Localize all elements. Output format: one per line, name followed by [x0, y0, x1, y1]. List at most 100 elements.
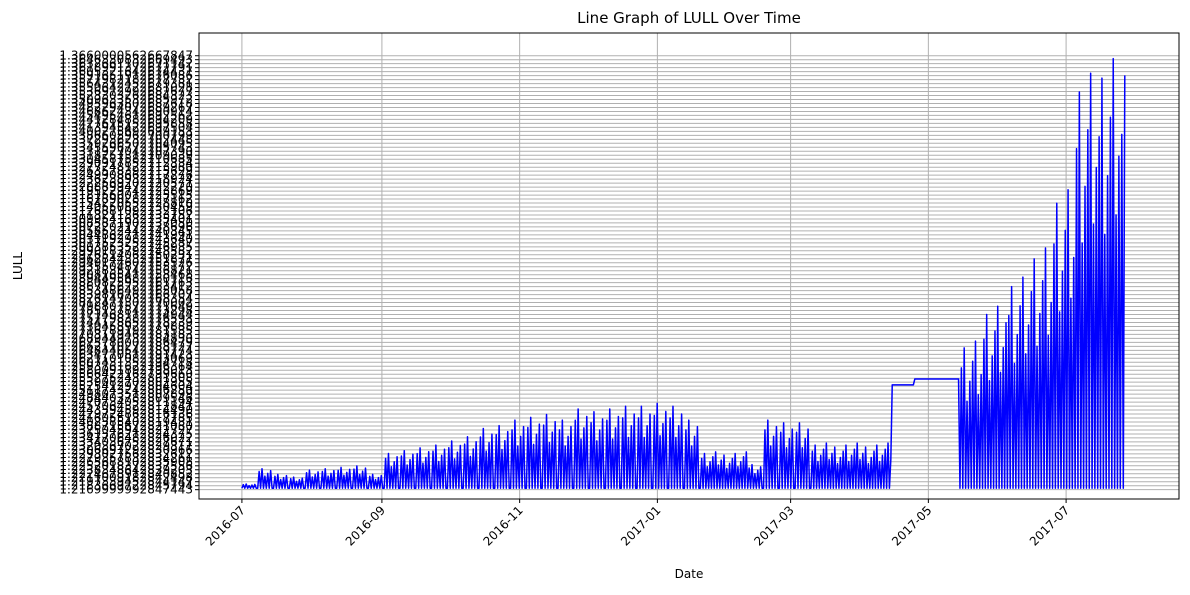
y-tick-label: 1.2197339452844147 [59, 475, 193, 489]
y-tick-label: 1.3536972992682677 [59, 85, 193, 99]
y-tick-label: 1.2839816762766707 [59, 288, 193, 302]
y-tick-label: 1.2265688102835908 [59, 455, 193, 469]
series-line [241, 57, 1126, 489]
y-tick-label: 1.2826147032768354 [59, 292, 193, 306]
y-tick-label: 1.2252018372837556 [59, 459, 193, 473]
y-tick-label: 1.2224678912840852 [59, 467, 193, 481]
y-tick-label: 1.3044862712741991 [59, 228, 193, 242]
x-tick-label: 2017-01 [618, 503, 663, 548]
y-tick-label: 1.3523303262684323 [59, 89, 193, 103]
y-tick-label: 1.3277248122713980 [59, 160, 193, 174]
y-tick-label: 1.3632661102671142 [59, 57, 193, 71]
y-tick-label: 1.2757798382776593 [59, 311, 193, 325]
y-tick-label: 1.3099541632735401 [59, 212, 193, 226]
y-tick-label: 1.3222569202720571 [59, 176, 193, 190]
plot-area [241, 57, 1126, 489]
y-tick-label: 1.2976514062750231 [59, 248, 193, 262]
y-tick-label: 1.3072202172738696 [59, 220, 193, 234]
y-tick-label: 1.2484403782809546 [59, 391, 193, 405]
y-tick-label: 1.2443394592814490 [59, 403, 193, 417]
y-tick-label: 1.3468624342690914 [59, 104, 193, 118]
y-tick-label: 1.3304587582710685 [59, 152, 193, 166]
y-tick-label: 1.2798807572771649 [59, 300, 193, 314]
y-tick-label: 1.3126881092732106 [59, 204, 193, 218]
y-tick-label: 1.2812477302770002 [59, 296, 193, 310]
y-tick-label: 1.2634770812791423 [59, 347, 193, 361]
y-tick-label: 1.3236238932718924 [59, 172, 193, 186]
y-tick-label: 1.2511743242806250 [59, 383, 193, 397]
y-tick-label: 1.3359266502704095 [59, 136, 193, 150]
y-tick-label: 1.2593761622796364 [59, 359, 193, 373]
y-tick-label: 1.2470734052811194 [59, 395, 193, 409]
y-tick-label: 1.3605321642674437 [59, 65, 193, 79]
y-tick-label: 1.2169999992847443 [59, 483, 193, 497]
y-tick-label: 1.3646330832669493 [59, 53, 193, 67]
y-tick-label: 1.3345596772705743 [59, 140, 193, 154]
y-tick-label: 1.2539082702802955 [59, 375, 193, 389]
y-tick-label: 1.2949174602753526 [59, 256, 193, 270]
y-tick-label: 1.2525412972804604 [59, 379, 193, 393]
y-tick-label: 1.3550642722681028 [59, 81, 193, 95]
y-tick-label: 1.2853486492765058 [59, 284, 193, 298]
y-tick-label: 1.2867156222763412 [59, 280, 193, 294]
y-tick-label: 1.2457064322812841 [59, 399, 193, 413]
y-axis-label: LULL [11, 252, 25, 281]
y-tick-label: 1.2675780002786479 [59, 335, 193, 349]
y-tick-label: 1.2648440542789774 [59, 343, 193, 357]
y-tick-label: 1.3031192982743640 [59, 232, 193, 246]
y-tick-label: 1.3167890282727162 [59, 192, 193, 206]
y-tick-label: 1.3564312452679381 [59, 77, 193, 91]
y-tick-label: 1.2211009182842498 [59, 471, 193, 485]
y-tick-label: 1.3290917852712334 [59, 156, 193, 170]
y-tick-label: 1.2375045942822727 [59, 423, 193, 437]
y-tick-label: 1.3660000562667847 [59, 49, 193, 63]
y-tick-label: 1.2703119462783183 [59, 327, 193, 341]
x-tick-label: 2017-07 [1027, 503, 1072, 548]
y-tick-label: 1.3017523252745287 [59, 236, 193, 250]
y-tick-label: 1.2498073512807899 [59, 387, 193, 401]
y-tick-label: 1.3249908662717276 [59, 168, 193, 182]
x-axis-label: Date [675, 567, 704, 581]
y-tick-label: 1.3413945422697504 [59, 120, 193, 134]
x-tick-label: 2017-05 [889, 503, 934, 548]
y-tick-label: 1.2785137842773298 [59, 304, 193, 318]
y-tick-label: 1.3400275692699153 [59, 124, 193, 138]
y-tick-label: 1.3154220552728810 [59, 196, 193, 210]
y-tick-label: 1.2279357832834261 [59, 451, 193, 465]
chart-title: Line Graph of LULL Over Time [577, 9, 801, 27]
y-tick-label: 1.3263578392715629 [59, 164, 193, 178]
y-tick-label: 1.2552752432801308 [59, 371, 193, 385]
y-tick-label: 1.2662110272788127 [59, 339, 193, 353]
y-tick-label: 1.2293027562832612 [59, 447, 193, 461]
y-axis-ticks: 1.21699999928474431.21836697228457941.21… [59, 49, 199, 497]
x-axis-ticks: 2016-07 2016-09 2016-11 2017-01 2017-03 2017-… [203, 499, 1072, 549]
y-tick-label: 1.2238348642839203 [59, 463, 193, 477]
x-tick-label: 2016-09 [343, 503, 388, 548]
y-tick-label: 1.2880825952761763 [59, 276, 193, 290]
y-tick-label: 1.2607431352794718 [59, 355, 193, 369]
y-tick-label: 1.2716789192781535 [59, 323, 193, 337]
y-tick-label: 1.2580091892798013 [59, 363, 193, 377]
y-tick-label: 1.2621101082793069 [59, 351, 193, 365]
y-tick-label: 1.2402385402819431 [59, 415, 193, 429]
y-tick-label: 1.3495963802687618 [59, 96, 193, 110]
y-tick-label: 1.3618991372672791 [59, 61, 193, 75]
y-tick-label: 1.3482294072689267 [59, 100, 193, 114]
y-tick-label: 1.3372936232702448 [59, 132, 193, 146]
y-tick-label: 1.3441284882694209 [59, 112, 193, 126]
y-tick-label: 1.3058532442740345 [59, 224, 193, 238]
y-tick-label: 1.2320367022829317 [59, 439, 193, 453]
x-tick-label: 2017-03 [751, 503, 796, 548]
y-tick-label: 1.3003853522746935 [59, 240, 193, 254]
y-tick-label: 1.2361376212824375 [59, 427, 193, 441]
x-tick-label: 2016-11 [480, 503, 525, 548]
y-tick-label: 1.2306697292830966 [59, 443, 193, 457]
y-tick-label: 1.2921835142756821 [59, 264, 193, 278]
y-tick-label: 1.3591651912676086 [59, 69, 193, 83]
y-tick-label: 1.2744128652778239 [59, 315, 193, 329]
y-tick-label: 1.3195229742723869 [59, 184, 193, 198]
y-tick-label: 1.3208899472722220 [59, 180, 193, 194]
y-tick-label: 1.3318257312709039 [59, 148, 193, 162]
